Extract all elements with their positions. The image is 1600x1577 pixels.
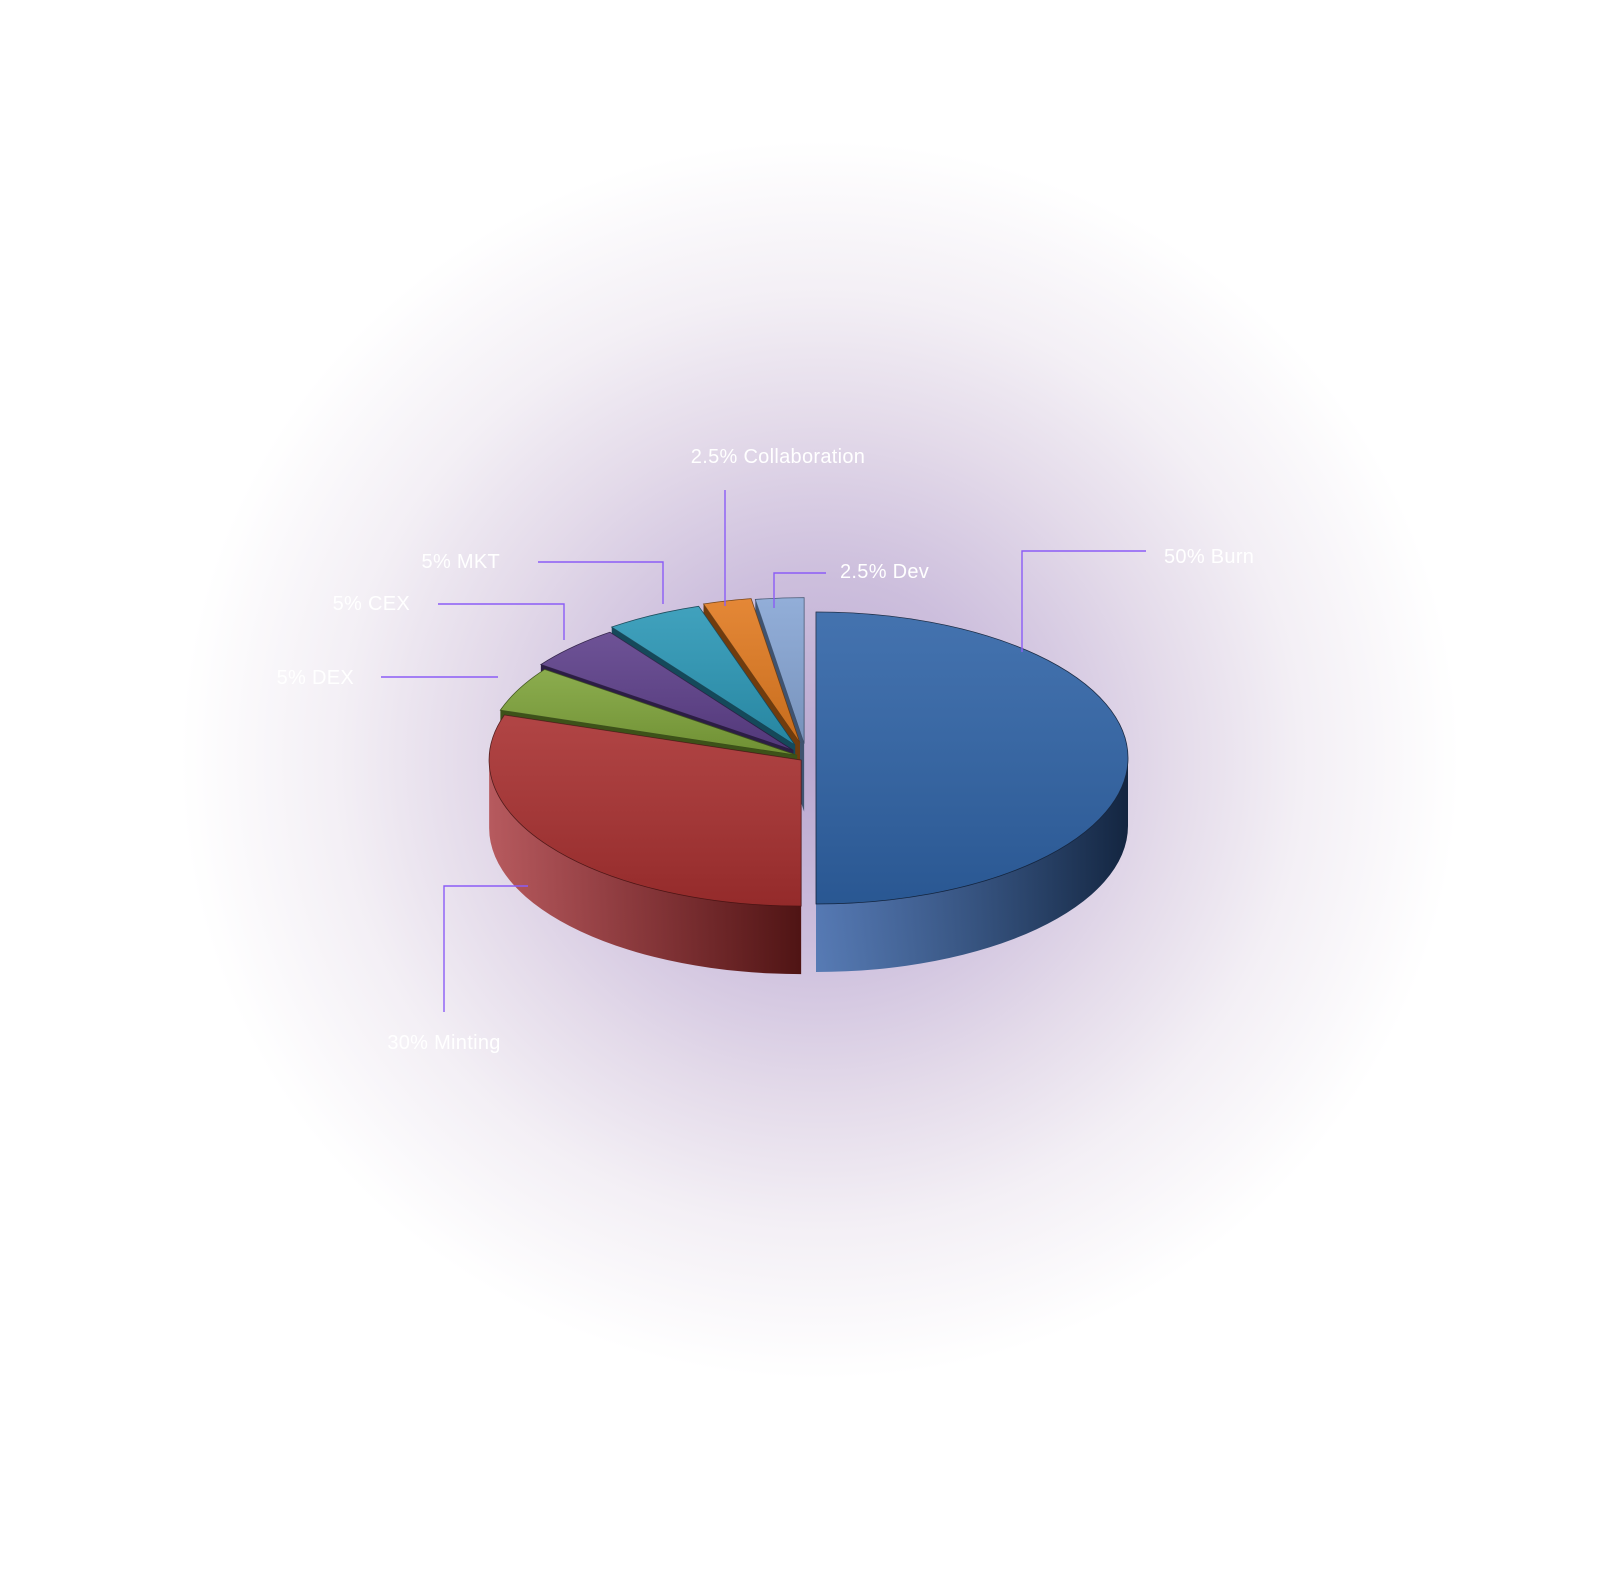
leader-line-cex bbox=[438, 603, 565, 640]
pie-slice-shade bbox=[540, 632, 794, 751]
pie-slice-shade bbox=[489, 714, 802, 907]
data-label-collaboration: 2.5% Collaboration bbox=[691, 446, 865, 468]
leader-line-mkt bbox=[538, 561, 664, 604]
pie-slice-shade bbox=[703, 598, 800, 743]
data-label-dev: 2.5% Dev bbox=[840, 561, 929, 583]
data-label-cex: 5% CEX bbox=[333, 593, 410, 615]
data-label-dex: 5% DEX bbox=[277, 667, 354, 689]
pie-slice-side bbox=[489, 760, 802, 975]
pie-slice-shade bbox=[816, 612, 1128, 904]
pie-slice-shade bbox=[500, 669, 798, 756]
data-label-mkt: 5% MKT bbox=[422, 551, 500, 573]
pie-slice-side bbox=[816, 758, 1128, 972]
data-label-burn: 50% Burn bbox=[1164, 546, 1254, 568]
leader-line-dev bbox=[773, 572, 826, 608]
leader-line-burn bbox=[1021, 550, 1146, 652]
pie-slice-shade bbox=[611, 606, 796, 746]
pie-slice-burn bbox=[815, 611, 1129, 972]
pie-slice-shade bbox=[755, 597, 805, 744]
leader-line-minting bbox=[443, 885, 528, 1012]
pie-slice-minting bbox=[488, 714, 802, 975]
data-label-minting: 30% Minting bbox=[387, 1032, 500, 1054]
